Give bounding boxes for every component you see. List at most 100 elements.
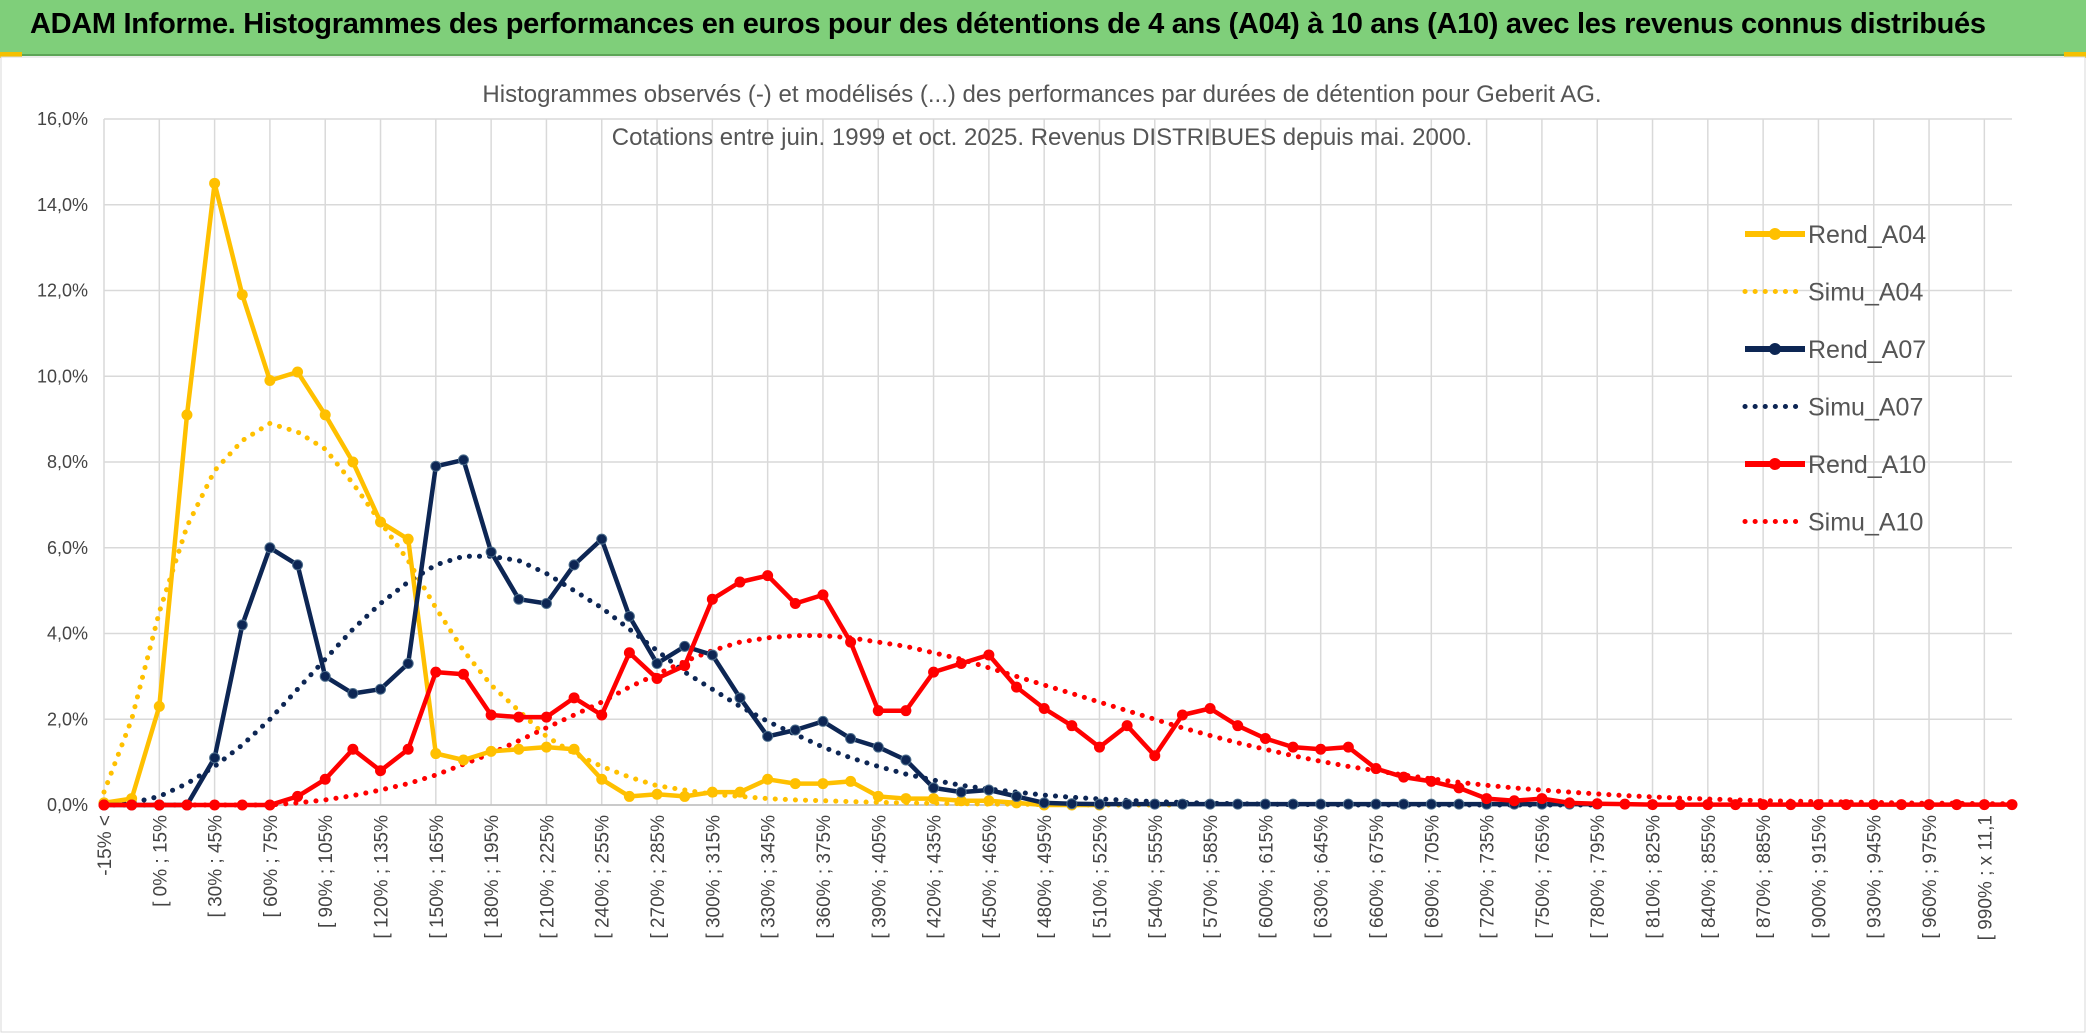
data-point — [375, 516, 387, 528]
data-point — [402, 533, 414, 545]
corner-mark-right — [2064, 52, 2086, 58]
data-point — [1370, 798, 1382, 810]
data-point — [347, 456, 359, 468]
data-point — [236, 289, 248, 301]
data-point — [817, 778, 829, 790]
data-point — [651, 658, 663, 670]
x-tick-label: [ 750% ; 765% — [1533, 815, 1554, 939]
x-tick-label: [ 420% ; 435% — [925, 815, 946, 939]
data-point — [98, 799, 110, 811]
data-point — [762, 773, 774, 785]
data-point — [209, 177, 221, 189]
legend-label-rend-a07: Rend_A07 — [1808, 336, 1926, 364]
data-point — [596, 709, 608, 721]
x-tick-label: [ 570% ; 585% — [1201, 815, 1222, 939]
data-point — [651, 788, 663, 800]
x-tick-label: [ 930% ; 945% — [1865, 815, 1886, 939]
data-point — [1149, 750, 1161, 762]
data-point — [1259, 733, 1271, 745]
y-tick-label: 6,0% — [47, 538, 88, 558]
y-tick-label: 16,0% — [37, 109, 88, 129]
data-point — [1232, 798, 1244, 810]
data-point — [1757, 799, 1769, 811]
data-point — [1840, 799, 1852, 811]
legend-label-simu-a07: Simu_A07 — [1808, 394, 1923, 422]
series-rend-a10 — [98, 570, 2018, 811]
data-point — [236, 619, 248, 631]
data-point — [485, 546, 497, 558]
data-point — [789, 724, 801, 736]
data-point — [513, 743, 525, 755]
data-point — [900, 793, 912, 805]
data-point — [513, 593, 525, 605]
data-point — [1647, 799, 1659, 811]
x-tick-label: [ 210% ; 225% — [537, 815, 558, 939]
x-tick-label: [ 720% ; 735% — [1478, 815, 1499, 939]
data-point — [706, 786, 718, 798]
legend-label-simu-a04: Simu_A04 — [1808, 279, 1923, 307]
data-point — [872, 790, 884, 802]
data-point — [983, 649, 995, 661]
performance-histogram-chart: 0,0% 2,0% 4,0% 6,0% 8,0% 10,0% 12,0% 14,0% 16,0%… — [0, 56, 2086, 1033]
y-tick-label: 10,0% — [37, 366, 88, 386]
data-point — [1093, 741, 1105, 753]
x-tick-label: [ 270% ; 285% — [648, 815, 669, 939]
data-point — [292, 559, 304, 571]
data-point — [1315, 743, 1327, 755]
data-point — [153, 799, 165, 811]
data-point — [872, 741, 884, 753]
data-point — [1093, 798, 1105, 810]
data-point — [402, 658, 414, 670]
y-tick-label: 12,0% — [37, 281, 88, 301]
data-point — [568, 743, 580, 755]
data-point — [485, 709, 497, 721]
data-point — [596, 533, 608, 545]
data-point — [734, 692, 746, 704]
x-tick-label: [ 450% ; 465% — [980, 815, 1001, 939]
data-point — [1121, 798, 1133, 810]
data-point — [1342, 798, 1354, 810]
data-point — [236, 799, 248, 811]
data-point — [1342, 741, 1354, 753]
data-point — [430, 460, 442, 472]
x-tick-label: [ 120% ; 135% — [372, 815, 393, 939]
x-tick-label: [ 900% ; 915% — [1809, 815, 1830, 939]
data-point — [1038, 703, 1050, 715]
data-point — [817, 715, 829, 727]
series-simu-a04 — [101, 420, 1185, 808]
data-point — [789, 597, 801, 609]
data-point — [209, 799, 221, 811]
data-point — [955, 786, 967, 798]
x-tick-label: [ 870% ; 885% — [1754, 815, 1775, 939]
data-point — [1287, 798, 1299, 810]
x-tick-label: [ 150% ; 165% — [427, 815, 448, 939]
data-point — [1812, 799, 1824, 811]
report-banner: ADAM Informe. Histogrammes des performan… — [0, 0, 2086, 56]
x-tick-label: [ 330% ; 345% — [759, 815, 780, 939]
data-point — [513, 711, 525, 723]
legend: Rend_A04 Simu_A04 Rend_A07 Simu_A07 Rend_A10… — [1742, 221, 1926, 537]
corner-mark-left — [0, 52, 22, 58]
data-point — [1011, 790, 1023, 802]
data-point — [762, 730, 774, 742]
data-point — [1425, 798, 1437, 810]
data-point — [679, 640, 691, 652]
x-tick-label: [ 660% ; 675% — [1367, 815, 1388, 939]
legend-label-rend-a04: Rend_A04 — [1808, 221, 1926, 249]
series-line-rend-a10 — [104, 573, 2012, 808]
x-tick-label: [ 90% ; 105% — [316, 815, 337, 928]
x-tick-label: [ 300% ; 315% — [703, 815, 724, 939]
x-tick-label: [ 30% ; 45% — [206, 815, 227, 918]
data-point — [928, 782, 940, 794]
data-point — [734, 786, 746, 798]
data-point — [1149, 798, 1161, 810]
data-point — [1951, 799, 1963, 811]
data-point — [319, 409, 331, 421]
x-tick-label: -15% < — [95, 815, 116, 876]
x-tick-label: [ 780% ; 795% — [1588, 815, 1609, 939]
x-tick-label: [ 390% ; 405% — [869, 815, 890, 939]
data-point — [1287, 741, 1299, 753]
x-tick-label: [ 990% ; x 11,1 — [1975, 815, 1996, 940]
data-point — [1481, 793, 1493, 805]
data-point — [347, 743, 359, 755]
